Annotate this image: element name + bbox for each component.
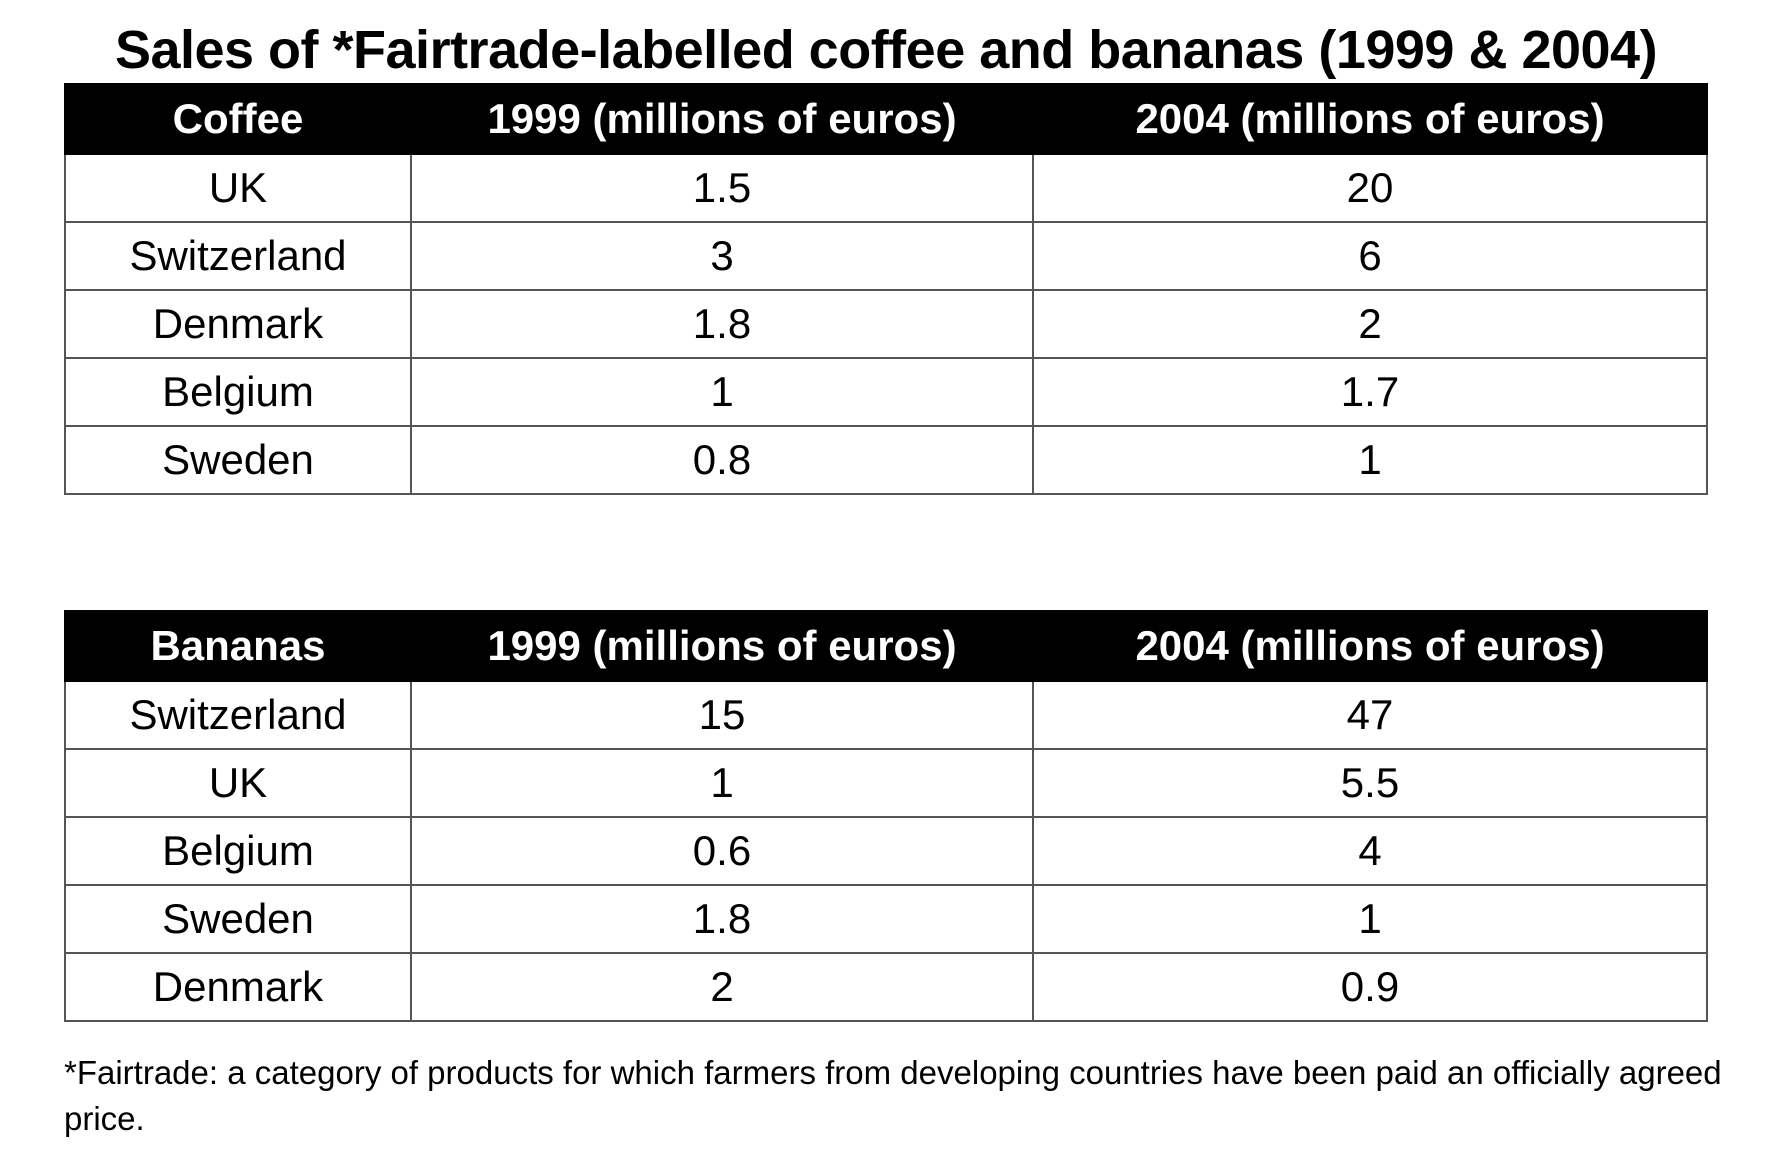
value-1999-cell: 1.8 — [410, 884, 1034, 954]
value-1999-cell: 1 — [410, 748, 1034, 818]
country-cell: Sweden — [64, 884, 412, 954]
value-1999-cell: 1.8 — [410, 289, 1034, 359]
value-1999-cell: 0.8 — [410, 425, 1034, 495]
value-1999-cell: 1 — [410, 357, 1034, 427]
value-2004-cell: 20 — [1032, 153, 1708, 223]
value-1999-cell: 15 — [410, 680, 1034, 750]
table-row: Sweden 0.8 1 — [64, 425, 1708, 495]
country-cell: UK — [64, 153, 412, 223]
table-header-row: Coffee 1999 (millions of euros) 2004 (mi… — [64, 83, 1708, 155]
value-1999-cell: 0.6 — [410, 816, 1034, 886]
value-1999-cell: 2 — [410, 952, 1034, 1022]
column-header-1999: 1999 (millions of euros) — [410, 83, 1034, 155]
table-row: UK 1.5 20 — [64, 153, 1708, 223]
value-2004-cell: 4 — [1032, 816, 1708, 886]
chart-title: Sales of *Fairtrade-labelled coffee and … — [114, 20, 1658, 80]
value-2004-cell: 2 — [1032, 289, 1708, 359]
column-header-2004: 2004 (millions of euros) — [1032, 610, 1708, 682]
value-2004-cell: 6 — [1032, 221, 1708, 291]
value-1999-cell: 3 — [410, 221, 1034, 291]
table-row: Belgium 0.6 4 — [64, 816, 1708, 886]
value-2004-cell: 1 — [1032, 884, 1708, 954]
value-2004-cell: 1 — [1032, 425, 1708, 495]
country-cell: UK — [64, 748, 412, 818]
value-1999-cell: 1.5 — [410, 153, 1034, 223]
country-cell: Switzerland — [64, 221, 412, 291]
country-cell: Belgium — [64, 816, 412, 886]
country-cell: Sweden — [64, 425, 412, 495]
table-row: Switzerland 3 6 — [64, 221, 1708, 291]
column-header-product: Bananas — [64, 610, 412, 682]
value-2004-cell: 5.5 — [1032, 748, 1708, 818]
value-2004-cell: 0.9 — [1032, 952, 1708, 1022]
value-2004-cell: 47 — [1032, 680, 1708, 750]
value-2004-cell: 1.7 — [1032, 357, 1708, 427]
table-row: Switzerland 15 47 — [64, 680, 1708, 750]
table-header-row: Bananas 1999 (millions of euros) 2004 (m… — [64, 610, 1708, 682]
country-cell: Denmark — [64, 952, 412, 1022]
country-cell: Belgium — [64, 357, 412, 427]
country-cell: Denmark — [64, 289, 412, 359]
footnote: *Fairtrade: a category of products for w… — [64, 1054, 1722, 1137]
table-row: Denmark 1.8 2 — [64, 289, 1708, 359]
country-cell: Switzerland — [64, 680, 412, 750]
column-header-2004: 2004 (millions of euros) — [1032, 83, 1708, 155]
table-row: UK 1 5.5 — [64, 748, 1708, 818]
table-row: Denmark 2 0.9 — [64, 952, 1708, 1022]
column-header-1999: 1999 (millions of euros) — [410, 610, 1034, 682]
bananas-table: Bananas 1999 (millions of euros) 2004 (m… — [64, 610, 1708, 1022]
coffee-table: Coffee 1999 (millions of euros) 2004 (mi… — [64, 83, 1708, 495]
column-header-product: Coffee — [64, 83, 412, 155]
table-row: Sweden 1.8 1 — [64, 884, 1708, 954]
table-row: Belgium 1 1.7 — [64, 357, 1708, 427]
